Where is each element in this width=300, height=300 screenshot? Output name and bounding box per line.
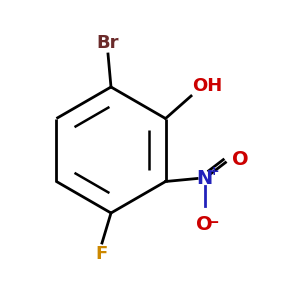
Text: O: O [196,214,213,233]
Text: −: − [207,214,219,230]
Text: OH: OH [193,76,223,94]
Text: +: + [208,165,219,178]
Text: F: F [96,245,108,263]
Text: Br: Br [97,34,119,52]
Text: O: O [232,149,249,169]
Text: N: N [196,169,213,188]
